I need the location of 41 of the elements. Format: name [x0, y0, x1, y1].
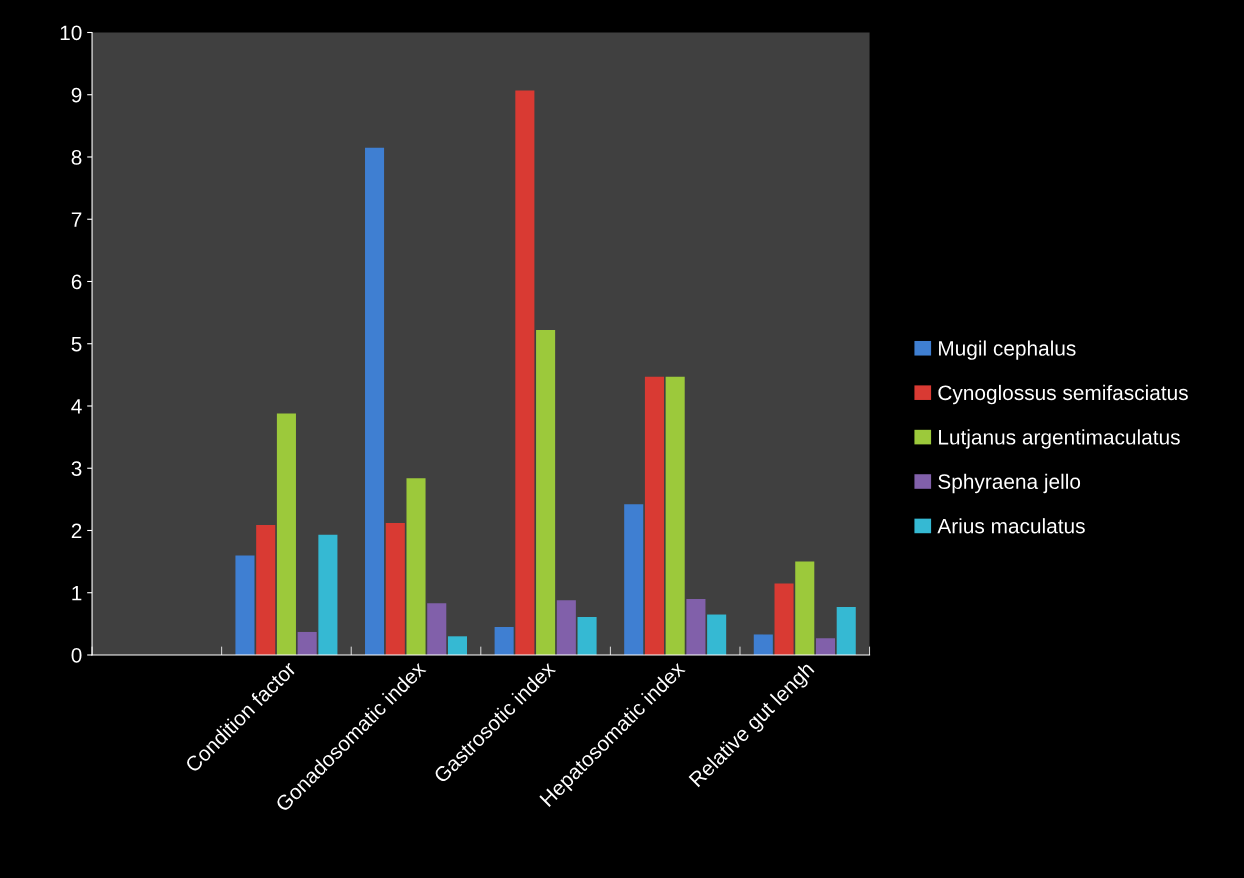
- y-tick-label: 1: [72, 585, 82, 601]
- bar: [795, 561, 815, 655]
- y-tick-label: 0: [71, 647, 82, 663]
- bar: [318, 534, 338, 655]
- bar: [536, 330, 556, 655]
- y-tick-label: 5: [71, 336, 82, 352]
- bar: [494, 626, 514, 655]
- legend-label: Mugil cephalus: [939, 340, 1076, 360]
- bar: [276, 413, 296, 655]
- bar: [707, 614, 727, 655]
- y-tick-label: 10: [60, 25, 82, 41]
- y-tick-label: 2: [71, 523, 82, 539]
- bar: [235, 555, 255, 655]
- legend-label: Lutjanus argentimaculatus: [939, 429, 1180, 449]
- bar: [256, 524, 276, 655]
- y-tick-label: 6: [71, 274, 82, 290]
- legend-label: Arius maculatus: [937, 518, 1085, 534]
- bar: [556, 600, 576, 655]
- bar: [515, 90, 535, 655]
- legend-label: Cynoglossus semifasciatus: [938, 384, 1188, 405]
- bar: [753, 634, 773, 655]
- bar: [624, 504, 644, 655]
- y-tick-label: 7: [71, 212, 82, 227]
- bar: [427, 603, 447, 655]
- y-tick-label: 4: [71, 399, 82, 414]
- bar: [365, 147, 385, 655]
- bar: [774, 583, 794, 655]
- bar: [644, 376, 664, 655]
- bar: [447, 636, 468, 655]
- bar: [297, 631, 317, 655]
- bar: [406, 478, 426, 655]
- bar: [385, 523, 405, 655]
- y-tick-label: 9: [71, 87, 82, 103]
- bar: [815, 638, 836, 655]
- y-tick-label: 8: [71, 149, 82, 165]
- bar: [836, 607, 856, 655]
- bar: [665, 376, 685, 655]
- bar: [686, 598, 706, 655]
- y-tick-label: 3: [71, 461, 82, 476]
- bar: [577, 617, 597, 655]
- legend-label: Sphyraena jello: [938, 473, 1081, 494]
